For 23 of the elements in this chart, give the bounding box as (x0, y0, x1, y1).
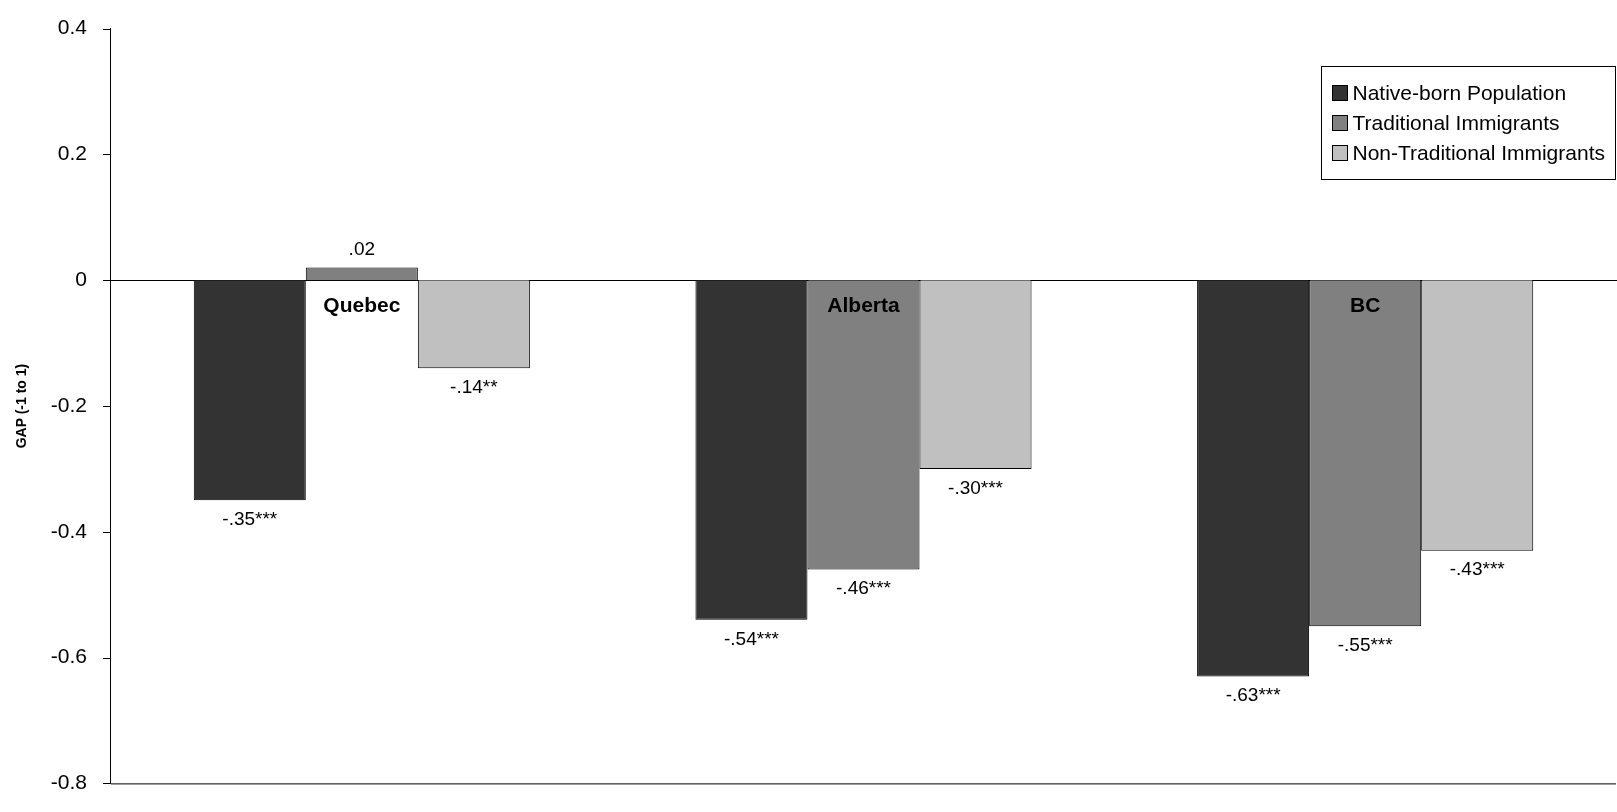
data-label: -.55*** (1337, 633, 1394, 655)
x-tick-label: Alberta (827, 293, 900, 317)
y-axis-title: GAP (-1 to 1) (13, 363, 30, 449)
data-label: -.54*** (723, 627, 780, 649)
data-label: -.35*** (222, 508, 278, 530)
legend-label: Native-born Population (1352, 80, 1567, 105)
data-label: -.46*** (836, 577, 892, 599)
y-tick-label: -0.6 (50, 644, 87, 668)
data-label: -.14** (450, 375, 499, 397)
y-tick-label: -0.8 (50, 770, 87, 794)
y-tick-label: -0.4 (50, 518, 88, 542)
data-label: -.30*** (948, 476, 1004, 498)
x-tick-label: BC (1349, 293, 1381, 317)
data-label: -.63*** (1225, 684, 1282, 706)
legend-label: Traditional Immigrants (1352, 110, 1560, 135)
y-tick-label: -0.2 (50, 392, 87, 416)
legend-label: Non-Traditional Immigrants (1352, 140, 1605, 165)
data-label: .02 (348, 238, 376, 260)
x-tick-label: Quebec (323, 293, 401, 317)
y-tick-label: 0.2 (57, 141, 87, 165)
y-tick-label: 0 (75, 267, 87, 290)
y-tick-label: 0.4 (57, 15, 88, 39)
data-label: -.43*** (1449, 558, 1506, 580)
